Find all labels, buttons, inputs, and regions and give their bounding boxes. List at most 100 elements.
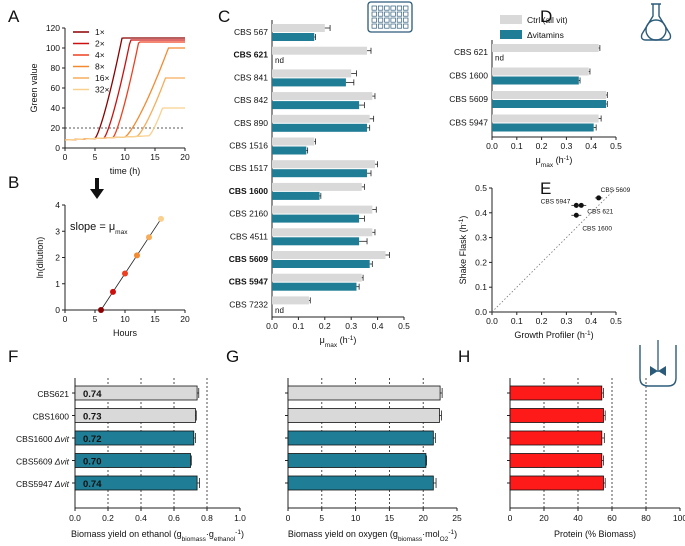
- bioreactor-icon-blade-right: [658, 366, 666, 376]
- panel-b-point: [146, 234, 152, 241]
- panel-c-category-label: CBS 4511: [230, 231, 268, 241]
- panel-g-bar: [287, 475, 434, 491]
- panel-b-annotation-part: max: [115, 229, 128, 236]
- panel-h-bar: [509, 453, 603, 468]
- panel-c-bar-dvit: [272, 237, 360, 246]
- panel-e-x-tick-label: 0.2: [536, 316, 548, 326]
- panel-d-x-tick-label: 0.5: [610, 141, 622, 151]
- panel-d-x-label-part: -1: [564, 155, 570, 162]
- panel-a-y-tick-label: 80: [51, 63, 61, 73]
- panel-g-x-tick-label: 0: [286, 513, 291, 523]
- panel-e-y-tick-label: 0.1: [475, 282, 487, 292]
- panel-c-category-label: CBS 841: [234, 72, 268, 82]
- well-plate-icon-well: [396, 11, 403, 17]
- panel-e-x-label-part: -1: [585, 330, 591, 337]
- legend-ctrl-swatch: [500, 15, 522, 24]
- panel-h-bar: [509, 408, 604, 423]
- panel-c-category-label: CBS 5947: [229, 277, 268, 287]
- panel-d-bar-ctrl: [492, 44, 599, 52]
- panel-f-x-label: Biomass yield on ethanol (gbiomass·getha…: [71, 529, 244, 543]
- panel-a-x-tick-label: 10: [120, 152, 130, 162]
- panel-f-x-tick-label: 0.0: [69, 513, 81, 523]
- panel-f-category-label-part: Δvit: [54, 434, 70, 444]
- panel-c-category-label: CBS 1600: [229, 186, 268, 196]
- panel-f-value-label: 0.72: [83, 434, 102, 445]
- panel-c-x-tick-label: 0.1: [292, 321, 304, 331]
- panel-g-x-tick-label: 25: [452, 513, 462, 523]
- panel-c-bar-dvit: [272, 78, 346, 87]
- panel-h-bar: [509, 475, 604, 491]
- panel-b-point: [134, 252, 140, 259]
- panel-e-point-label: CBS 5947: [541, 198, 571, 205]
- legend-dvit-label: Δvitamins: [527, 30, 564, 40]
- panel-d-x-tick-label: 0.4: [585, 141, 597, 151]
- panel-b-point: [98, 307, 104, 313]
- panel-c-bar-ctrl: [272, 251, 386, 259]
- panel-f-category-label: CBS5947 Δvit: [16, 479, 70, 489]
- panel-d-x-tick-label: 0.3: [560, 141, 572, 151]
- panel-d-bar-dvit: [492, 123, 594, 132]
- panel-e-x-tick-label: 0.1: [511, 316, 523, 326]
- panel-h-x-tick-label: 60: [607, 513, 617, 523]
- panel-e-identity-line: [491, 187, 617, 313]
- panel-e-point-label: CBS 1600: [582, 225, 612, 232]
- well-plate-icon-well: [396, 5, 403, 11]
- panel-c-x-tick-label: 0.4: [372, 321, 384, 331]
- panel-f-x-label-part: -1: [235, 529, 241, 536]
- panel-c-x-label-part: μ: [320, 335, 325, 345]
- well-plate-icon-well: [371, 11, 377, 17]
- panel-label-F: F: [8, 347, 18, 366]
- bioreactor-icon-blade-left: [650, 366, 658, 376]
- well-plate-icon-well: [390, 11, 396, 17]
- panel-e-point: [578, 202, 584, 208]
- panel-a-x-tick-label: 0: [63, 152, 68, 162]
- panel-c-x-label: μmax (h-1): [320, 335, 357, 349]
- panel-b-x-tick-label: 5: [93, 314, 98, 324]
- panel-c-bar-ctrl: [272, 69, 352, 78]
- panel-c-bar-dvit: [272, 101, 360, 110]
- panel-e-y-tick-label: 0.5: [475, 183, 487, 193]
- panel-c-x-tick-label: 0.3: [345, 321, 357, 331]
- panel-a-y-label: Green value: [29, 63, 39, 112]
- panel-f-x-label-part: biomass: [182, 536, 207, 543]
- well-plate-icon-well: [396, 23, 403, 29]
- well-plate-icon-well: [384, 11, 390, 17]
- panel-f-category-label-part: CBS5947: [16, 479, 55, 489]
- panel-d-bar-dvit: [492, 100, 607, 108]
- panel-c-bar-dvit: [272, 146, 307, 155]
- panel-c-category-label: CBS 621: [234, 50, 269, 60]
- panel-d-x-label-part: (h: [553, 155, 564, 165]
- panel-e-y-label: Shake Flask (h-1): [458, 216, 469, 285]
- panel-c-category-label: CBS 7232: [229, 299, 268, 309]
- panel-label-C: C: [218, 7, 230, 26]
- panel-c-bar-dvit: [272, 282, 357, 291]
- panel-c-bar-dvit: [272, 169, 368, 178]
- panel-c-category-label: CBS 2160: [229, 209, 268, 219]
- panel-label-G: G: [226, 347, 239, 366]
- panel-f-x-label-part: ·g: [206, 529, 214, 539]
- panel-f-category-label-part: CBS5609: [16, 457, 55, 467]
- panel-f-x-tick-label: 0.2: [102, 513, 114, 523]
- panel-g-x-label-part: ·mol: [422, 529, 440, 539]
- panel-a-legend-label: 16×: [95, 73, 109, 83]
- panel-label-D: D: [540, 7, 552, 26]
- panel-g-bar: [287, 453, 427, 468]
- panel-c-bar-dvit: [272, 214, 360, 223]
- panel-g-x-tick-label: 15: [385, 513, 395, 523]
- shake-flask-icon: [640, 3, 672, 41]
- panel-e-point: [596, 195, 602, 201]
- panel-f-value-label: 0.74: [83, 389, 102, 400]
- panel-a-y-tick-label: 100: [46, 43, 60, 53]
- panel-c-x-label-part: -1: [348, 335, 354, 342]
- well-plate-icon: [367, 1, 413, 33]
- panel-e-x-label-part: ): [591, 330, 594, 340]
- panel-c-bar-ctrl: [272, 160, 375, 169]
- panel-g-x-label-part: O2: [440, 536, 449, 543]
- panel-a-legend-label: 2×: [95, 39, 105, 49]
- panel-d-x-label: μmax (h-1): [536, 155, 573, 169]
- panel-d-category-label: CBS 5947: [449, 118, 488, 128]
- panel-c-category-label: CBS 1517: [229, 163, 268, 173]
- panel-f-x-tick-label: 0.8: [201, 513, 213, 523]
- panel-c-x-label-part: max: [325, 342, 338, 349]
- well-plate-icon-well: [403, 11, 409, 17]
